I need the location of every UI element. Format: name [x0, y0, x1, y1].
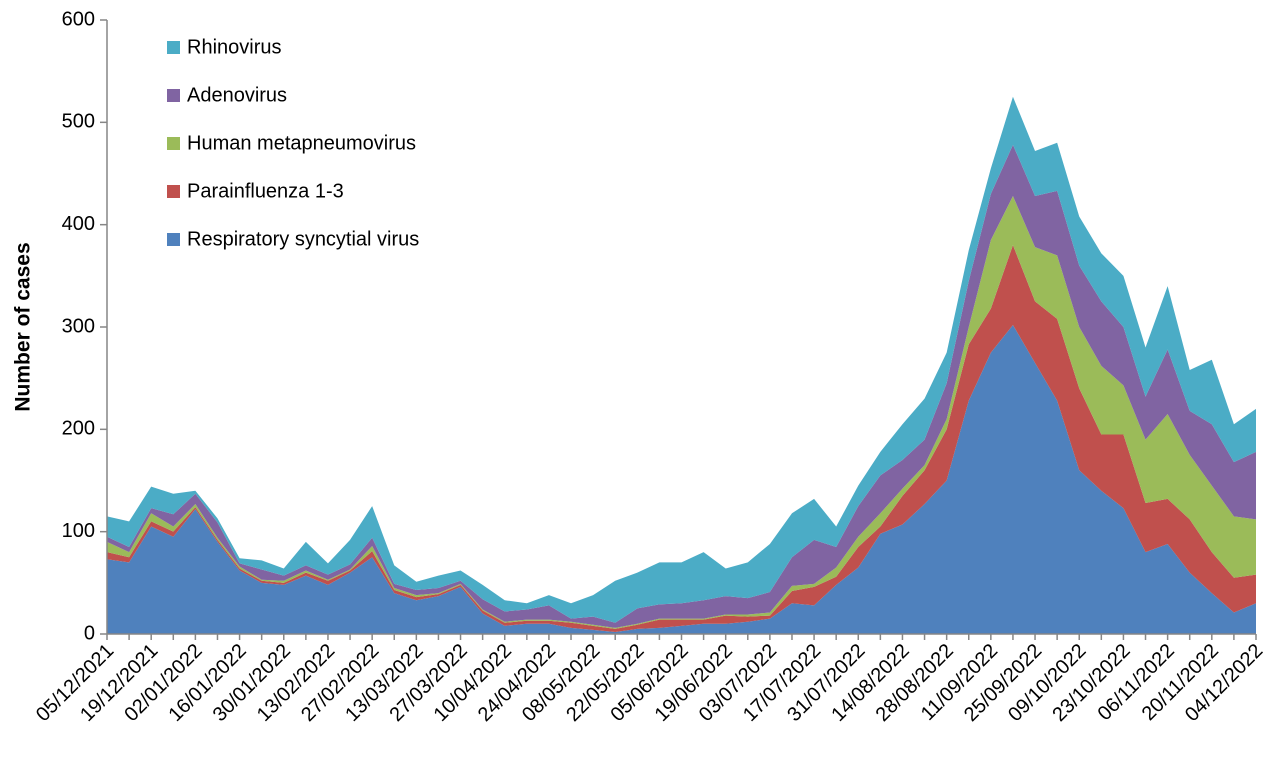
legend-swatch	[167, 233, 180, 246]
y-tick-label: 500	[62, 111, 95, 133]
legend-swatch	[167, 89, 180, 102]
y-tick-label: 0	[84, 622, 95, 644]
legend-label: Human metapneumovirus	[187, 132, 416, 154]
y-tick-label: 600	[62, 8, 95, 30]
legend-swatch	[167, 137, 180, 150]
legend-label: Respiratory syncytial virus	[187, 228, 419, 250]
area	[107, 324, 1256, 634]
legend-swatch	[167, 185, 180, 198]
y-axis-label: Number of cases	[12, 242, 35, 411]
legend-label: Adenovirus	[187, 84, 287, 106]
legend-label: Parainfluenza 1-3	[187, 180, 344, 202]
y-tick-label: 300	[62, 315, 95, 337]
legend-swatch	[167, 41, 180, 54]
y-tick-label: 400	[62, 213, 95, 235]
y-tick-label: 100	[62, 520, 95, 542]
legend-label: Rhinovirus	[187, 36, 281, 58]
y-tick-label: 200	[62, 418, 95, 440]
